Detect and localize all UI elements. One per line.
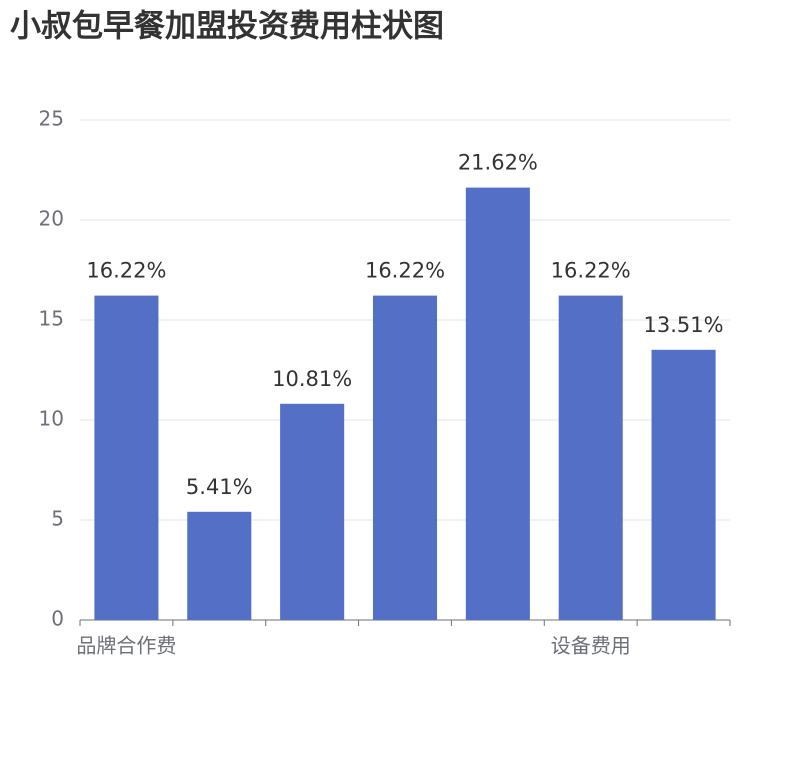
bar <box>651 349 716 620</box>
x-tick-label: 设备费用 <box>551 634 631 658</box>
y-tick-label: 25 <box>39 107 64 131</box>
y-tick-label: 20 <box>39 207 64 231</box>
bar <box>372 295 438 620</box>
data-label: 10.81% <box>272 367 352 391</box>
data-label: 16.22% <box>551 259 631 283</box>
data-label: 16.22% <box>86 259 166 283</box>
bar <box>187 511 252 620</box>
data-label: 13.51% <box>644 313 724 337</box>
chart-title: 小叔包早餐加盟投资费用柱状图 <box>10 9 444 45</box>
y-tick-label: 15 <box>39 307 64 331</box>
x-tick-label: 品牌合作费 <box>76 634 176 658</box>
y-tick-label: 0 <box>51 607 64 631</box>
data-label: 16.22% <box>365 259 445 283</box>
data-label: 21.62% <box>458 151 538 175</box>
bar <box>280 403 345 620</box>
bar <box>94 295 159 620</box>
y-tick-label: 10 <box>39 407 64 431</box>
y-tick-label: 5 <box>51 507 64 531</box>
bar <box>465 187 530 620</box>
bar <box>558 295 623 620</box>
data-label: 5.41% <box>186 475 253 499</box>
